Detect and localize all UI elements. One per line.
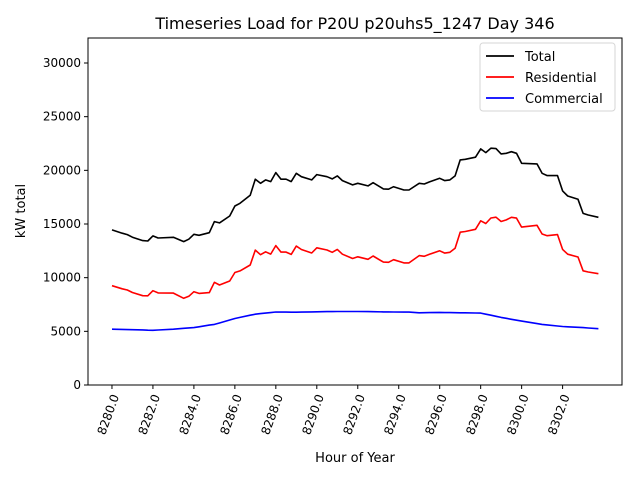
y-tick-label: 5000 [50,324,81,338]
legend-box [479,42,616,112]
series-line-total [111,147,599,243]
legend-label-commercial: Commercial [525,92,603,107]
chart-title: Timeseries Load for P20U p20uhs5_1247 Da… [154,14,554,34]
x-tick-label: 8282.0 [136,392,164,436]
y-axis-label: kW total [14,184,29,238]
y-tick-label: 20000 [43,163,81,177]
series-line-commercial [111,310,599,332]
x-tick-label: 8288.0 [258,392,286,436]
x-tick-label: 8292.0 [340,392,368,436]
axes-frame [87,37,623,386]
x-tick-label: 8280.0 [95,392,123,436]
x-tick-label: 8284.0 [176,392,204,436]
x-tick-label: 8294.0 [381,392,409,436]
x-axis-label: Hour of Year [315,451,395,466]
x-tick-label: 8300.0 [504,392,532,436]
plot-area [111,147,599,332]
y-tick-label: 10000 [43,271,81,285]
legend-label-total: Total [524,50,555,65]
y-tick-label: 15000 [43,217,81,231]
x-tick-label: 8302.0 [545,392,573,436]
x-tick-label: 8298.0 [463,392,491,436]
x-tick-label: 8296.0 [422,392,450,436]
x-axis: 8280.0 8282.0 8284.0 8286.0 8288.0 8290.0 8292… [95,385,573,437]
legend: Total Residential Commercial [479,42,616,112]
series-line-residential [111,216,599,300]
x-tick-label: 8286.0 [217,392,245,436]
y-axis: 0 5000 10000 15000 20000 25000 30000 [43,56,88,392]
legend-label-residential: Residential [525,71,597,86]
y-tick-label: 30000 [43,56,81,70]
y-tick-label: 25000 [43,110,81,124]
y-tick-label: 0 [73,378,81,392]
x-tick-label: 8290.0 [299,392,327,436]
